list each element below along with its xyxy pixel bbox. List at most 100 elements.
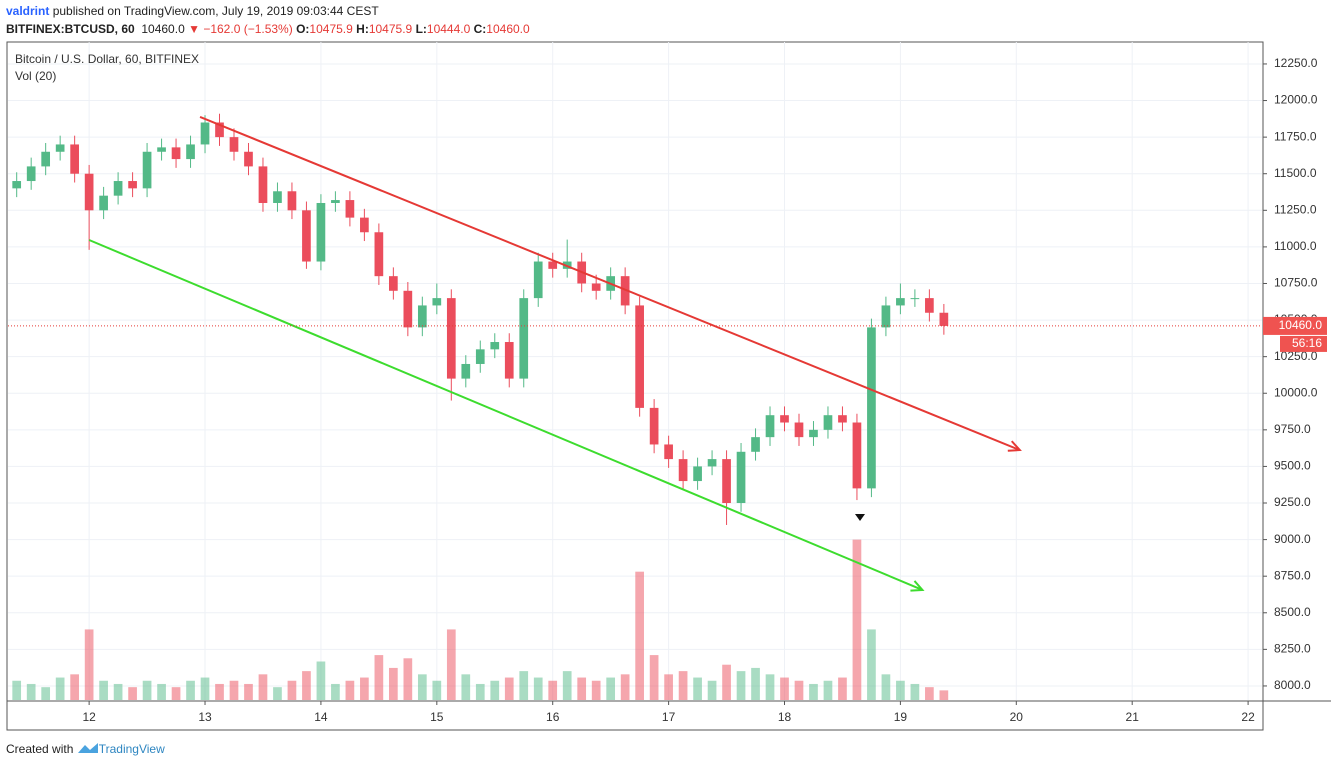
x-tick-label: 20 [1010,710,1024,724]
chart: Bitcoin / U.S. Dollar, 60, BITFINEX Vol … [6,41,1331,731]
volume-bar [852,539,862,700]
y-tick-label: 11750.0 [1274,129,1317,143]
volume-bar [939,690,949,700]
volume-bar [461,674,471,700]
candle-body [881,305,891,328]
volume-bar [838,677,847,700]
candle-body [635,305,644,408]
volume-bar [664,674,673,700]
ohlc-value: 10460.0 [486,22,530,36]
y-tick-label: 12250.0 [1274,56,1318,70]
x-tick-label: 13 [198,710,212,724]
volume-bar [794,680,804,700]
y-tick-label: 10250.0 [1274,349,1318,363]
y-tick-label: 9250.0 [1274,495,1311,509]
volume-bar [157,683,166,700]
event-marker [855,514,865,521]
ohlc-label: H: [356,22,369,36]
brand: TradingView [98,742,165,756]
candle-body [809,429,818,438]
candle-body [925,298,934,313]
candle-body [765,415,775,438]
volume-bar [186,680,195,700]
y-tick-label: 8000.0 [1274,678,1311,692]
volume-bar [562,671,572,700]
logo [77,743,98,753]
volume-bar [446,629,456,700]
volume-bar [215,683,224,700]
volume-bar [881,674,891,700]
candle-body [707,459,717,467]
candle-body [939,312,949,326]
candle-body [896,298,905,306]
volume-bar [693,677,702,700]
volume-bar [722,664,731,700]
candle-body [867,327,876,489]
volume-bar [809,683,818,700]
volume-label: Vol (20) [15,69,56,83]
candle-body [157,147,166,152]
volume-bar [258,674,268,700]
ohlc-label: O: [296,22,310,36]
volume-bar [244,683,253,700]
x-tick-label: 22 [1241,710,1255,724]
change: −162.0 (−1.53%) [203,22,293,36]
candle-body [446,298,456,379]
y-tick-label: 11500.0 [1274,166,1317,180]
x-tick-label: 15 [430,710,444,724]
ohlc-label: C: [473,22,487,36]
down-icon: ▼ [188,22,200,36]
volume-bar [99,680,108,700]
volume-bar [84,629,94,700]
candle-body [374,232,384,277]
volume-bar [867,629,876,700]
candle-body [331,200,340,203]
y-tick-label: 10750.0 [1274,276,1318,290]
candle-body [84,173,94,211]
candle-body [215,122,224,138]
arrow-head [1007,440,1022,452]
volume-bar [273,687,282,700]
candle-body [794,422,804,438]
symbol-line: BITFINEX:BTCUSD, 60 10460.0 ▼ −162.0 (−1… [6,22,530,36]
candle-body [41,151,51,167]
volume-bar [171,687,181,700]
candle-body [258,166,268,203]
trendline [199,116,1021,451]
x-tick-label: 18 [778,710,792,724]
volume-bar [316,661,326,700]
candle-body [316,202,326,262]
candle-body [186,144,195,160]
candle-body [475,349,485,364]
header-line: valdrint published on TradingView.com, J… [6,4,379,18]
volume-bar [331,683,340,700]
volume-bar [751,667,760,700]
volume-bar [113,683,123,700]
volume-bar [475,683,485,700]
volume-bar [55,677,65,700]
candle-body [70,144,79,174]
volume-bar [12,680,22,700]
y-tick-label: 10000.0 [1274,385,1318,399]
candle-body [55,144,65,152]
candle-body [273,191,282,203]
volume-bar [142,680,152,700]
last: 10460.0 [141,22,185,36]
trendline [88,239,923,591]
ohlc-label: L: [415,22,427,36]
candle-body [533,261,543,299]
volume-bar [345,680,355,700]
y-tick-label: 11000.0 [1274,239,1317,253]
candle-body [287,191,297,211]
footer: Created with TradingView [6,742,165,756]
x-tick-label: 16 [546,710,560,724]
x-tick-label: 19 [894,710,908,724]
y-tick-label: 9750.0 [1274,422,1311,436]
candle-body [142,151,152,189]
x-tick-label: 14 [314,710,328,724]
created: Created with [6,742,74,756]
y-tick-label: 8750.0 [1274,568,1311,582]
y-tick-label: 9500.0 [1274,459,1311,473]
volume-bar [736,671,746,700]
